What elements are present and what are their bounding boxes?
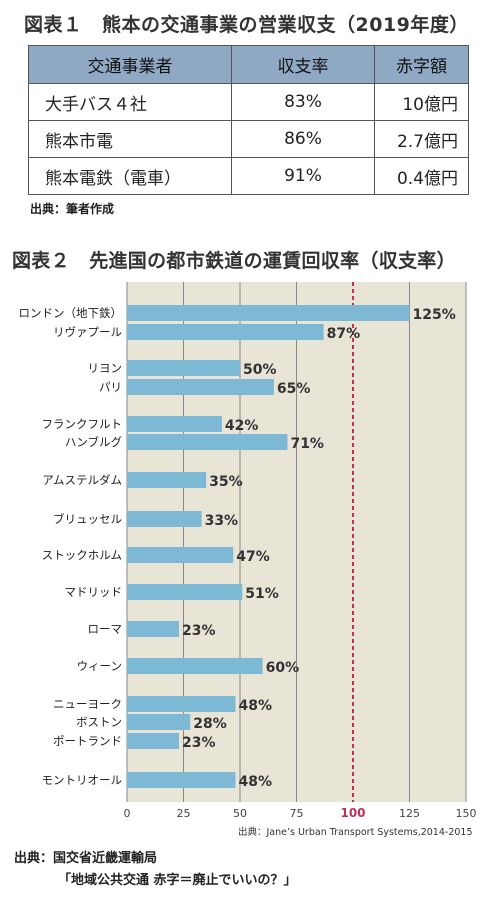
figure2-source: 出典：国交省近畿運輸局 bbox=[14, 851, 158, 866]
figure2-title: 図表２ 先進国の都市鉄道の運賃回収率（収支率） bbox=[12, 250, 456, 272]
value-label: 60% bbox=[266, 660, 300, 676]
header-deficit: 赤字額 bbox=[374, 45, 469, 84]
value-label: 125% bbox=[413, 307, 456, 323]
value-label: 42% bbox=[225, 418, 259, 434]
row-deficit: 2.7億円 bbox=[374, 120, 469, 158]
tick-label: 125 bbox=[399, 807, 420, 820]
bar bbox=[127, 324, 324, 340]
category-label: ウィーン bbox=[77, 659, 122, 673]
operating-balance-table: 交通事業者 収支率 赤字額 大手バス４社 83% 10億円 熊本市電 86% 2… bbox=[28, 45, 469, 195]
value-label: 87% bbox=[327, 326, 361, 342]
category-label: リヴァプール bbox=[53, 325, 122, 339]
fare-recovery-chart: 125% ロンドン（地下鉄） 87% リヴァプール 50% リヨン 65% パリ 42% フランク… bbox=[19, 282, 477, 820]
row-operator: 熊本電鉄（電車） bbox=[28, 157, 232, 195]
bar bbox=[127, 434, 288, 450]
table-row: 熊本電鉄（電車） 91% 0.4億円 bbox=[28, 157, 469, 195]
bar bbox=[127, 305, 410, 321]
category-label: モントリオール bbox=[42, 773, 123, 787]
category-label: ニューヨーク bbox=[53, 697, 122, 711]
category-label: パリ bbox=[99, 380, 122, 394]
value-label: 51% bbox=[245, 586, 279, 602]
category-label: ローマ bbox=[88, 622, 123, 636]
bar bbox=[127, 511, 202, 527]
category-label: ポートランド bbox=[53, 734, 122, 748]
category-label: ボストン bbox=[76, 715, 122, 729]
bar bbox=[127, 472, 207, 488]
tick-label: 25 bbox=[177, 807, 191, 820]
figure2-source-detail: 「地域公共交通 赤字＝廃止でいいの？」 bbox=[58, 873, 297, 888]
value-label: 47% bbox=[236, 549, 270, 565]
chart-axis-source: 出典：Jane’s Urban Transport Systems,2014-2… bbox=[238, 827, 473, 838]
row-deficit: 0.4億円 bbox=[374, 157, 469, 195]
category-label: リヨン bbox=[88, 361, 123, 375]
bar bbox=[127, 733, 179, 749]
row-ratio: 83% bbox=[231, 83, 375, 121]
row-deficit: 10億円 bbox=[374, 83, 469, 121]
value-label: 50% bbox=[243, 362, 277, 378]
table-row: 大手バス４社 83% 10億円 bbox=[28, 83, 469, 121]
value-label: 71% bbox=[290, 436, 324, 452]
row-ratio: 86% bbox=[231, 120, 375, 158]
tick-label: 100 bbox=[340, 806, 365, 820]
category-label: アムステルダム bbox=[42, 473, 122, 487]
bar bbox=[127, 658, 263, 674]
category-label: ロンドン（地下鉄） bbox=[19, 306, 123, 320]
bar bbox=[127, 772, 236, 788]
tick-label: 50 bbox=[233, 807, 247, 820]
value-label: 48% bbox=[238, 774, 272, 790]
bar bbox=[127, 621, 179, 637]
figure1-source: 出典：筆者作成 bbox=[30, 202, 115, 216]
value-label: 23% bbox=[182, 623, 216, 639]
category-label: ストックホルム bbox=[42, 548, 122, 562]
row-ratio: 91% bbox=[231, 157, 375, 195]
value-label: 23% bbox=[182, 735, 216, 751]
row-operator: 熊本市電 bbox=[28, 120, 232, 158]
category-label: ブリュッセル bbox=[53, 512, 122, 526]
table-header-row: 交通事業者 収支率 赤字額 bbox=[28, 45, 469, 84]
bar bbox=[127, 584, 243, 600]
value-label: 65% bbox=[277, 381, 311, 397]
table-row: 熊本市電 86% 2.7億円 bbox=[28, 120, 469, 158]
header-operator: 交通事業者 bbox=[28, 45, 232, 84]
value-label: 28% bbox=[193, 716, 227, 732]
category-label: フランクフルト bbox=[42, 417, 123, 431]
bar bbox=[127, 360, 240, 376]
value-label: 48% bbox=[238, 698, 272, 714]
tick-label: 0 bbox=[124, 807, 131, 820]
bar bbox=[127, 416, 222, 432]
bar bbox=[127, 547, 234, 563]
figure1-title: 図表１ 熊本の交通事業の営業収支（2019年度） bbox=[24, 14, 469, 36]
bar bbox=[127, 696, 236, 712]
tick-label: 150 bbox=[456, 807, 477, 820]
category-label: マドリッド bbox=[65, 585, 123, 599]
category-label: ハンブルグ bbox=[65, 435, 123, 449]
bar bbox=[127, 379, 274, 395]
tick-label: 75 bbox=[290, 807, 304, 820]
value-label: 33% bbox=[205, 513, 239, 529]
bar bbox=[127, 714, 191, 730]
row-operator: 大手バス４社 bbox=[28, 83, 232, 121]
value-label: 35% bbox=[209, 474, 243, 490]
header-ratio: 収支率 bbox=[231, 45, 375, 84]
